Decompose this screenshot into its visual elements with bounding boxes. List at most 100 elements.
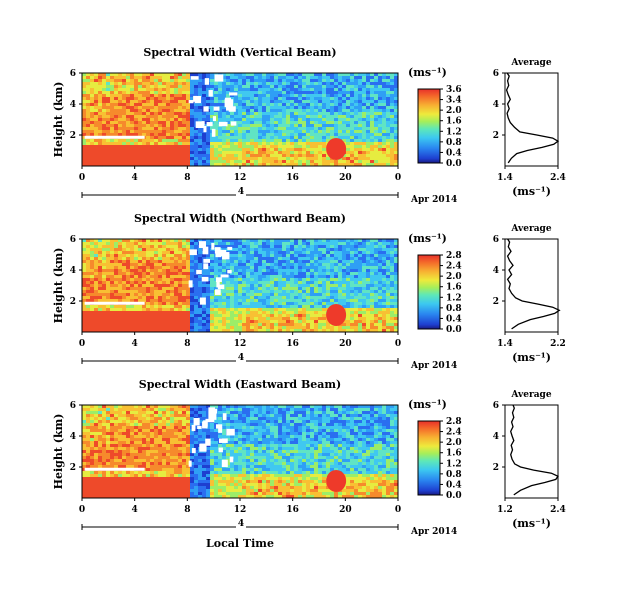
x-tick-label: 20	[339, 505, 352, 515]
x-tick-label: 0	[79, 173, 85, 183]
x-tick-label: 8	[184, 339, 190, 349]
panel-title: Spectral Width (Northward Beam)	[134, 212, 346, 225]
month-label: Apr 2014	[410, 527, 457, 537]
x-tick-label: 4	[132, 339, 138, 349]
profile-y-tick: 4	[493, 100, 499, 110]
colorbar-gradient	[417, 420, 441, 496]
colorbar-tick-label: 2.0	[446, 106, 462, 116]
profile-x-tick: 2.4	[550, 505, 566, 515]
colorbar-tick-label: 0.8	[446, 138, 462, 148]
y-tick-label: 6	[70, 235, 76, 245]
profile-x-label: (ms⁻¹)	[512, 185, 551, 198]
colorbar-gradient	[417, 88, 441, 164]
x-tick-label: 12	[234, 505, 247, 515]
x-tick-label: 0	[395, 339, 401, 349]
y-axis: 2 4 6	[70, 69, 82, 141]
colorbar: (ms⁻¹) 2.82.42.01.61.20.80.40.0	[408, 232, 462, 335]
profile-y-tick: 4	[493, 266, 499, 276]
profile-y-tick: 2	[493, 297, 499, 307]
colorbar-tick-label: 1.2	[446, 293, 462, 303]
month-label: Apr 2014	[410, 195, 457, 205]
profile-x-tick: 2.2	[550, 339, 566, 349]
colorbar-tick-label: 0.8	[446, 304, 462, 314]
profile-y-tick: 6	[493, 401, 499, 411]
colorbar-tick-label: 1.6	[446, 449, 462, 459]
x-axis-label: Local Time	[206, 537, 274, 550]
colorbar-tick-label: 1.2	[446, 127, 462, 137]
y-axis-label: Height (km)	[52, 82, 65, 158]
profile-title: Average	[510, 58, 551, 68]
profile-x-tick: 1.4	[497, 339, 513, 349]
profile-x-label: (ms⁻¹)	[512, 517, 551, 530]
y-tick-label: 6	[70, 69, 76, 79]
profile-line	[510, 404, 559, 496]
colorbar-tick-label: 0.0	[446, 159, 462, 169]
profile-x-label: (ms⁻¹)	[512, 351, 551, 364]
profile-y-tick: 2	[493, 463, 499, 473]
x-tick-label: 8	[184, 173, 190, 183]
y-tick-label: 2	[70, 297, 76, 307]
colorbar-tick-label: 3.6	[446, 85, 462, 95]
profile-y-tick: 2	[493, 131, 499, 141]
y-axis-label: Height (km)	[52, 248, 65, 324]
x-tick-label: 12	[234, 173, 247, 183]
x-tick-label: 20	[339, 339, 352, 349]
colorbar-tick-label: 2.4	[446, 428, 462, 438]
colorbar-tick-label: 0.0	[446, 325, 462, 335]
y-axis: 2 4 6	[70, 235, 82, 307]
profile-x-tick: 1.4	[497, 173, 513, 183]
colorbar-tick-label: 2.0	[446, 272, 462, 282]
colorbar: (ms⁻¹) 2.82.42.01.61.20.80.40.0	[408, 398, 462, 501]
profile-title: Average	[510, 390, 551, 400]
x-tick-label: 0	[79, 339, 85, 349]
x-tick-label: 0	[395, 505, 401, 515]
colorbar: (ms⁻¹) 3.63.42.01.61.20.80.40.0	[408, 66, 462, 169]
profile-line	[506, 238, 561, 330]
colorbar-tick-label: 1.6	[446, 283, 462, 293]
y-tick-label: 4	[70, 100, 76, 110]
x-tick-label: 0	[79, 505, 85, 515]
profile-y-tick: 6	[493, 69, 499, 79]
panel-title: Spectral Width (Vertical Beam)	[143, 46, 336, 59]
average-profile: Average 2 4 6 1.2 2.4 (ms⁻¹)	[493, 390, 566, 530]
colorbar-tick-label: 0.4	[446, 314, 462, 324]
y-tick-label: 2	[70, 463, 76, 473]
profile-x-tick: 1.2	[497, 505, 513, 515]
colorbar-tick-label: 1.6	[446, 117, 462, 127]
x-tick-label: 16	[286, 339, 299, 349]
average-profile: Average 2 4 6 1.4 2.2 (ms⁻¹)	[493, 224, 566, 364]
x-axis: 0 4 8 12 16 20 0 4 Apr 2014	[79, 332, 457, 371]
colorbar-tick-label: 2.4	[446, 262, 462, 272]
heatmap-cells	[82, 239, 399, 333]
x-tick-label: 4	[132, 173, 138, 183]
colorbar-gradient	[417, 254, 441, 330]
colorbar-tick-label: 2.8	[446, 417, 462, 427]
x-tick-label: 12	[234, 339, 247, 349]
colorbar-tick-label: 0.4	[446, 480, 462, 490]
colorbar-tick-label: 0.0	[446, 491, 462, 501]
colorbar-tick-label: 1.2	[446, 459, 462, 469]
profile-y-tick: 4	[493, 432, 499, 442]
x-axis: 0 4 8 12 16 20 0 4 Apr 2014	[79, 498, 457, 537]
profile-title: Average	[510, 224, 551, 234]
profile-y-tick: 6	[493, 235, 499, 245]
heatmap-cells	[82, 405, 399, 499]
x-axis: 0 4 8 12 16 20 0 4 Apr 2014	[79, 166, 457, 205]
panel-3: Spectral Width (Eastward Beam) 2 4 6 Height …	[52, 378, 566, 537]
colorbar-tick-label: 0.4	[446, 148, 462, 158]
y-axis: 2 4 6	[70, 401, 82, 473]
x-tick-label: 16	[286, 505, 299, 515]
colorbar-unit: (ms⁻¹)	[408, 398, 447, 411]
date-label: 4	[238, 353, 244, 363]
profile-x-tick: 2.4	[550, 173, 566, 183]
panel-title: Spectral Width (Eastward Beam)	[139, 378, 341, 391]
x-tick-label: 4	[132, 505, 138, 515]
profile-line	[505, 72, 560, 164]
x-tick-label: 20	[339, 173, 352, 183]
x-tick-label: 8	[184, 505, 190, 515]
month-label: Apr 2014	[410, 361, 457, 371]
y-tick-label: 2	[70, 131, 76, 141]
panel-2: Spectral Width (Northward Beam) 2 4 6 Height…	[52, 212, 566, 371]
y-tick-label: 6	[70, 401, 76, 411]
